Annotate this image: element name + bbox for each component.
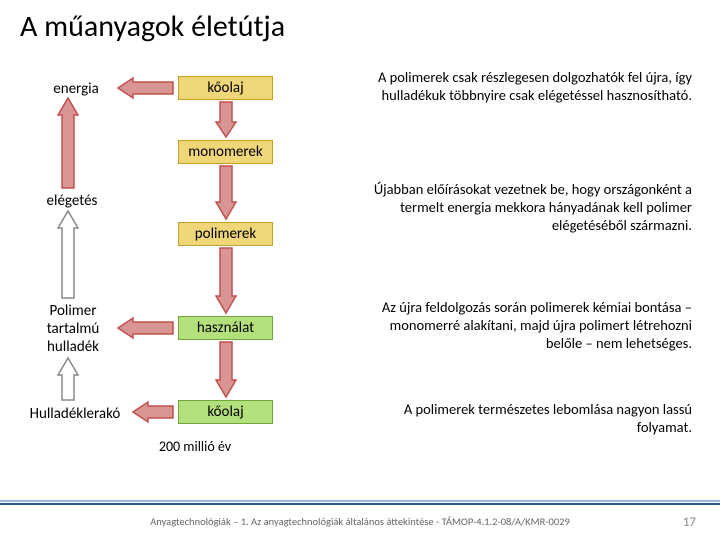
arrow-hulladek-elegetes — [58, 211, 78, 298]
slide-title: A műanyagok életútja — [20, 8, 285, 45]
node-koolaj-top: kőolaj — [178, 76, 273, 100]
footer-rule-1 — [0, 500, 720, 502]
footer-text: Anyagtechnológiák – 1. Az anyagtechnológ… — [0, 515, 720, 528]
para-1: A polimerek csak részlegesen dolgozhatók… — [370, 68, 692, 104]
label-polimer-hulladek: Polimer tartalmú hulladék — [28, 302, 118, 356]
arrow-lerako-hulladek — [58, 358, 78, 400]
arrow-hasznalat-hulladek — [118, 318, 173, 338]
node-polimerek: polimerek — [178, 222, 273, 246]
node-hasznalat: használat — [178, 316, 273, 340]
arrow-monomerek-polimerek — [216, 166, 236, 219]
para-2: Újabban előírásokat vezetnek be, hogy or… — [360, 180, 692, 234]
arrow-hasznalat-koolaj — [216, 342, 236, 397]
label-200millio-ev: 200 millió év — [130, 438, 260, 455]
node-monomerek: monomerek — [178, 140, 273, 164]
label-hulladeklerako: Hulladéklerakó — [10, 405, 140, 423]
arrow-koolaj-energia — [118, 78, 173, 98]
arrow-elegetes-energia — [58, 98, 78, 188]
para-3: Az újra feldolgozás során polimerek kémi… — [360, 298, 692, 352]
arrow-polimerek-hasznalat — [216, 248, 236, 313]
label-elegetes: elégetés — [32, 192, 112, 210]
para-4: A polimerek természetes lebomlása nagyon… — [360, 400, 692, 436]
footer-rule-2 — [0, 503, 720, 505]
slide-number: 17 — [683, 515, 696, 530]
node-koolaj-bottom: kőolaj — [178, 400, 273, 424]
arrow-koolaj-monomerek — [216, 102, 236, 137]
label-energia: energia — [36, 80, 116, 98]
